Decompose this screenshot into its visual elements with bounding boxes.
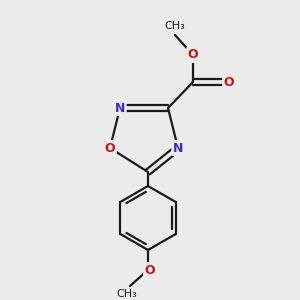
Text: N: N [173, 142, 183, 154]
Text: CH₃: CH₃ [165, 21, 185, 31]
Text: O: O [145, 263, 155, 277]
Text: O: O [105, 142, 115, 154]
Text: O: O [188, 49, 198, 62]
Text: N: N [115, 101, 125, 115]
Text: CH₃: CH₃ [117, 289, 137, 299]
Text: O: O [224, 76, 234, 88]
